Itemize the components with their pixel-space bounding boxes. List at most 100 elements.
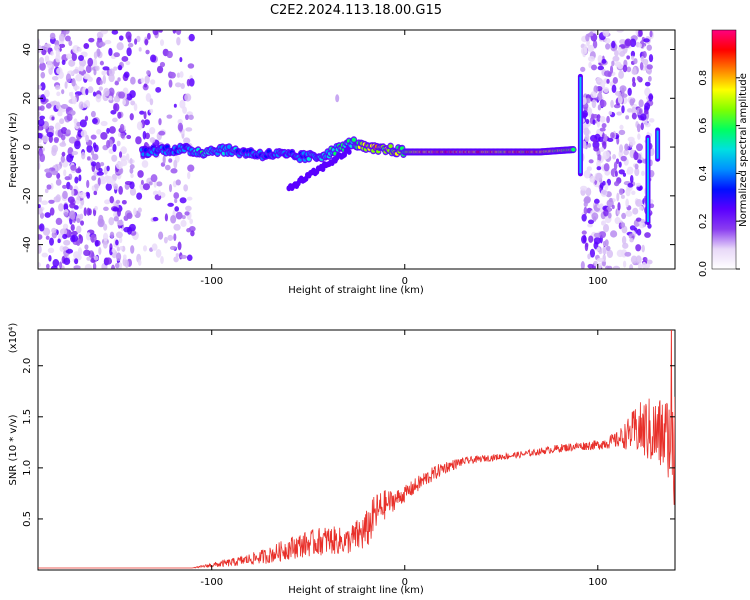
noise-speck (54, 138, 59, 144)
noise-speck (613, 161, 618, 171)
noise-speck (125, 153, 130, 161)
noise-speck (625, 187, 631, 197)
noise-speck (140, 179, 144, 185)
noise-speck (638, 99, 644, 108)
trace-core (306, 156, 312, 161)
noise-speck (85, 88, 89, 96)
noise-speck (596, 114, 601, 122)
noise-speck (585, 187, 592, 197)
noise-speck (150, 174, 158, 183)
noise-speck (110, 264, 116, 269)
noise-speck (48, 254, 52, 262)
noise-speck (91, 117, 98, 124)
noise-speck (51, 116, 55, 121)
noise-speck (149, 137, 156, 143)
noise-speck (83, 43, 88, 49)
colorbar-ticks: 0.0 0.2 0.4 0.6 0.8 (698, 70, 740, 277)
noise-speck (62, 184, 67, 189)
noise-speck (155, 249, 162, 258)
noise-speck (71, 230, 78, 236)
bottom-y-tick-label: 1.0 (22, 460, 33, 476)
noise-speck (641, 244, 645, 253)
noise-speck (87, 86, 94, 94)
noise-speck (176, 30, 182, 36)
noise-speck (644, 102, 651, 111)
noise-speck (583, 169, 591, 179)
noise-speck (61, 89, 65, 95)
noise-speck (118, 236, 123, 244)
colorbar: 0.0 0.2 0.4 0.6 0.8 Normalized spectral ampl… (698, 29, 749, 277)
noise-speck (158, 130, 166, 136)
snr-series-line (38, 330, 675, 569)
noise-speck (121, 56, 129, 62)
noise-speck (58, 203, 64, 212)
noise-speck (581, 230, 587, 235)
noise-speck (580, 66, 586, 72)
noise-speck (603, 155, 608, 160)
noise-speck (68, 40, 73, 46)
bottom-y-tick-label: 1.5 (22, 409, 33, 425)
isolated-blob (335, 94, 340, 103)
noise-speck (149, 127, 156, 135)
noise-speck (136, 121, 143, 131)
top-y-tick-label: -40 (22, 236, 33, 252)
noise-speck (646, 44, 653, 51)
noise-speck (648, 54, 654, 63)
noise-speck (63, 30, 70, 35)
noise-speck (75, 168, 82, 174)
noise-speck (588, 61, 592, 68)
noise-speck (188, 33, 195, 42)
noise-speck (620, 194, 625, 199)
noise-speck (644, 232, 651, 238)
noise-speck (38, 196, 42, 203)
noise-speck (624, 38, 632, 47)
noise-speck (622, 64, 628, 73)
noise-speck (173, 192, 180, 199)
noise-speck (65, 73, 72, 83)
noise-speck (187, 63, 195, 69)
colorbar-label: Normalized spectral amplitude (738, 73, 749, 227)
noise-speck (149, 108, 154, 114)
noise-speck (48, 199, 55, 204)
noise-speck (108, 73, 115, 83)
noise-speck (625, 115, 630, 120)
noise-speck (164, 164, 171, 171)
noise-speck (78, 65, 84, 72)
noise-speck (168, 79, 173, 88)
noise-speck (83, 249, 91, 257)
noise-speck (649, 30, 653, 38)
noise-speck (629, 98, 635, 106)
noise-speck (49, 207, 55, 216)
noise-speck (129, 157, 133, 165)
noise-speck (84, 244, 89, 250)
noise-speck (108, 126, 116, 134)
noise-speck (591, 99, 597, 109)
noise-speck (616, 249, 624, 258)
noise-speck (156, 181, 163, 187)
noise-speck (51, 227, 57, 234)
noise-speck (179, 71, 184, 78)
noise-speck (621, 212, 627, 220)
noise-speck (82, 101, 88, 109)
noise-speck (166, 114, 173, 119)
noise-speck (581, 213, 587, 222)
noise-speck (638, 205, 644, 211)
noise-speck (186, 78, 191, 87)
noise-speck (100, 120, 108, 127)
noise-speck (623, 149, 629, 156)
noise-speck (40, 94, 46, 103)
noise-speck (96, 171, 104, 176)
noise-speck (163, 236, 168, 244)
top-x-ticks: -100 0 100 (200, 30, 607, 287)
noise-speck (611, 84, 617, 94)
noise-speck (174, 82, 182, 88)
noise-speck (48, 66, 53, 76)
noise-speck (78, 101, 85, 110)
noise-speck (593, 260, 598, 267)
noise-speck (40, 82, 46, 91)
noise-speck (93, 255, 99, 261)
noise-speck (115, 239, 119, 246)
noise-speck (614, 217, 621, 225)
noise-speck (74, 140, 81, 150)
noise-speck (78, 191, 87, 199)
